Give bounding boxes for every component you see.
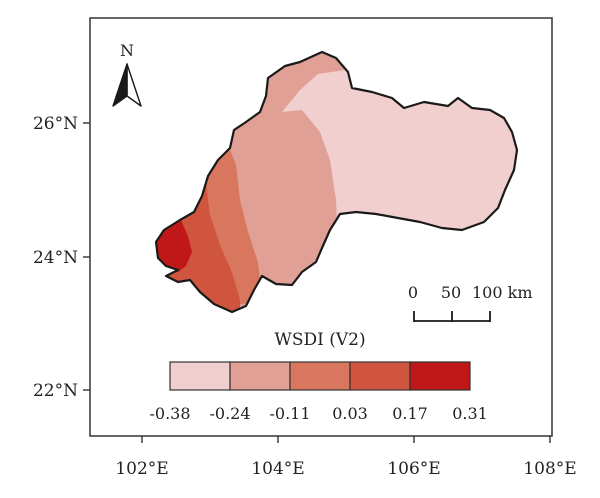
legend-break-label: 0.03 [332, 404, 368, 423]
legend-swatch [229, 361, 291, 391]
north-arrow-icon [112, 63, 142, 107]
legend-title: WSDI (V2) [274, 330, 365, 350]
y-axis-ticks: 26°N 24°N 22°N [33, 114, 90, 401]
zone-darkest [156, 210, 192, 280]
legend-break-label: 0.17 [392, 404, 428, 423]
legend-break-label: -0.38 [149, 404, 190, 423]
legend-swatch [289, 361, 351, 391]
x-tick-label: 106°E [387, 459, 440, 479]
scale-bar: 0 50 100 km [408, 283, 533, 322]
y-tick-label: 26°N [33, 114, 78, 134]
legend-labels: -0.38 -0.24 -0.11 0.03 0.17 0.31 [149, 404, 487, 423]
y-tick-label: 24°N [33, 248, 78, 268]
north-label: N [120, 41, 134, 60]
legend-swatch [409, 361, 471, 391]
legend-swatches [169, 361, 471, 391]
y-tick-label: 22°N [33, 381, 78, 401]
x-tick-label: 104°E [251, 459, 304, 479]
legend-break-label: -0.24 [209, 404, 250, 423]
x-tick-label: 102°E [115, 459, 168, 479]
legend-swatch [169, 361, 231, 391]
legend: WSDI (V2) -0.38 -0.24 -0.11 0.03 0.17 0.31 [149, 330, 487, 423]
x-axis-ticks: 102°E 104°E 106°E 108°E [115, 436, 577, 479]
x-tick-label: 108°E [523, 459, 576, 479]
legend-swatch [349, 361, 411, 391]
scale-label-0: 0 [408, 283, 418, 302]
scale-label-50: 50 [441, 283, 461, 302]
legend-break-label: 0.31 [452, 404, 488, 423]
north-arrow: N [112, 41, 142, 107]
scale-label-100: 100 km [472, 283, 533, 302]
legend-break-label: -0.11 [269, 404, 310, 423]
